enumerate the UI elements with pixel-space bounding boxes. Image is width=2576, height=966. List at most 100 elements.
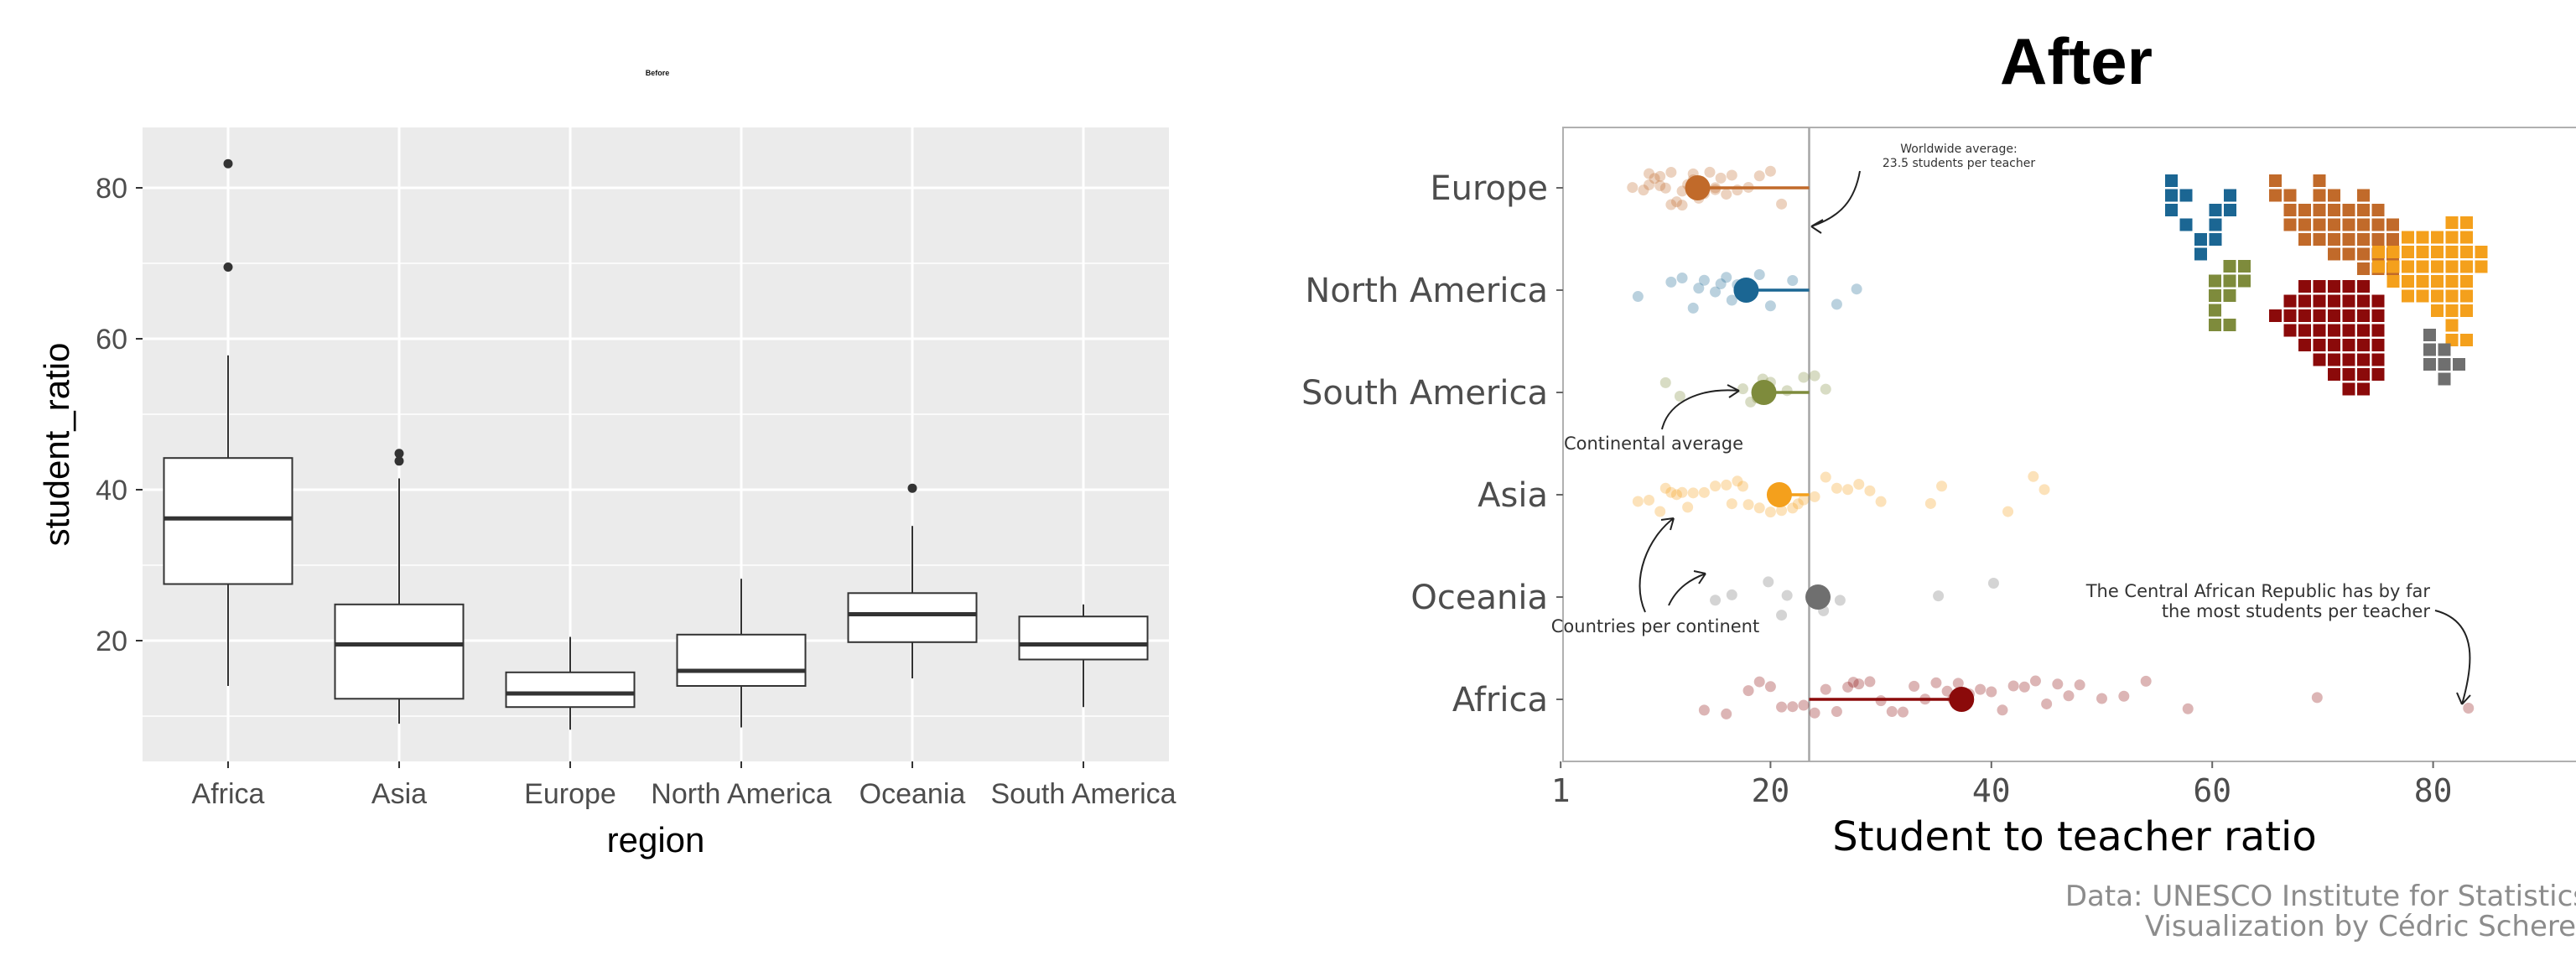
country-point — [1676, 486, 1688, 498]
annotation-central-african-republic: The Central African Republic has by far — [2085, 581, 2431, 601]
series-south-america — [1659, 370, 1831, 408]
series-africa — [1698, 675, 2475, 719]
box-oceania — [847, 483, 978, 678]
map-tile — [2223, 319, 2236, 331]
map-tile — [2386, 246, 2400, 258]
country-point — [1753, 170, 1765, 182]
continent-average-point — [1685, 175, 1711, 200]
before-plot-panel — [143, 127, 1169, 761]
map-tile — [2431, 304, 2444, 317]
map-tile — [2423, 343, 2436, 356]
x-tick-label: Asia — [371, 778, 427, 810]
box-body — [676, 633, 807, 687]
map-tile — [2209, 289, 2221, 302]
country-point — [1809, 707, 1820, 719]
map-tile — [2460, 231, 2473, 244]
map-tile — [2431, 231, 2444, 244]
country-point — [1742, 499, 1754, 511]
map-tile — [2342, 353, 2355, 366]
map-tile — [2445, 334, 2459, 346]
country-point — [1831, 706, 1842, 718]
country-point — [2028, 470, 2039, 482]
annotation-worldwide-average: 23.5 students per teacher — [1883, 157, 2035, 170]
series-asia — [1632, 470, 2050, 518]
y-tick-label: Oceania — [1410, 579, 1548, 617]
map-tile — [2416, 246, 2429, 258]
country-point — [1715, 172, 1727, 184]
map-tile — [2372, 260, 2385, 273]
country-point — [1632, 291, 1644, 303]
x-tick-label: Europe — [524, 778, 616, 810]
map-tile — [2386, 218, 2399, 231]
country-point — [1698, 486, 1710, 498]
map-tile — [2165, 204, 2178, 216]
country-point — [1764, 506, 1776, 518]
y-tick-label: 80 — [96, 173, 127, 205]
country-point — [1820, 471, 1831, 483]
country-point — [1764, 165, 1776, 177]
country-point — [1909, 680, 1920, 692]
map-tile — [2371, 309, 2385, 322]
map-tile — [2445, 319, 2459, 332]
country-point — [2182, 703, 2194, 714]
map-tile — [2194, 233, 2207, 246]
map-tile — [2386, 275, 2400, 288]
map-tile — [2357, 339, 2370, 351]
map-tile — [2342, 368, 2355, 381]
country-point — [1792, 498, 1804, 510]
map-tile — [2313, 174, 2326, 187]
before-y-ticks: 20 40 60 80 — [96, 173, 143, 657]
country-point — [1659, 377, 1671, 388]
map-tile — [2269, 189, 2282, 202]
map-tile — [2313, 294, 2326, 308]
map-tile — [2223, 260, 2236, 273]
series-europe — [1627, 165, 1810, 211]
box-body — [334, 603, 465, 700]
map-tile — [2445, 275, 2459, 288]
box-europe — [505, 636, 636, 730]
country-point — [1897, 706, 1909, 718]
map-tile — [2475, 246, 2488, 258]
country-point — [1986, 686, 1997, 698]
map-tile — [2357, 204, 2370, 216]
country-point — [1787, 701, 1799, 713]
country-point — [1665, 199, 1677, 210]
country-point — [1753, 502, 1765, 514]
map-tile — [2298, 218, 2311, 231]
country-point — [1644, 179, 1655, 190]
country-point — [1638, 184, 1649, 196]
map-tile — [2371, 204, 2385, 216]
country-point — [1798, 371, 1810, 383]
map-tile — [2313, 204, 2326, 216]
after-annotations: Worldwide average:23.5 students per teac… — [1551, 143, 2471, 705]
map-africa — [2269, 280, 2385, 396]
country-point — [1809, 370, 1820, 382]
after-series — [1627, 165, 2475, 719]
country-point — [1764, 681, 1776, 693]
country-point — [1715, 278, 1727, 290]
country-point — [1776, 610, 1788, 621]
world-map-tile-grid — [2165, 174, 2488, 396]
map-tile — [2328, 309, 2340, 322]
country-point — [2140, 675, 2152, 687]
series-oceania — [1710, 576, 1999, 621]
map-tile — [2209, 319, 2221, 331]
map-tile — [2165, 174, 2178, 187]
country-point — [1649, 173, 1660, 184]
map-tile — [2402, 246, 2414, 258]
x-tick-label: 40 — [1972, 772, 2011, 809]
country-point — [1975, 683, 1987, 695]
country-point — [1875, 496, 1887, 507]
after-x-ticks: 1 20 40 60 80 — [1551, 761, 2452, 809]
map-tile — [2371, 339, 2385, 351]
map-tile — [2298, 339, 2311, 351]
map-tile — [2460, 246, 2473, 258]
country-point — [1997, 704, 2008, 716]
country-point — [1787, 502, 1799, 514]
map-tile — [2460, 334, 2473, 346]
country-point — [1831, 482, 1842, 494]
map-tile — [2313, 233, 2326, 246]
y-tick-label: 40 — [96, 475, 127, 506]
map-tile — [2371, 368, 2385, 381]
map-tile — [2416, 275, 2429, 288]
